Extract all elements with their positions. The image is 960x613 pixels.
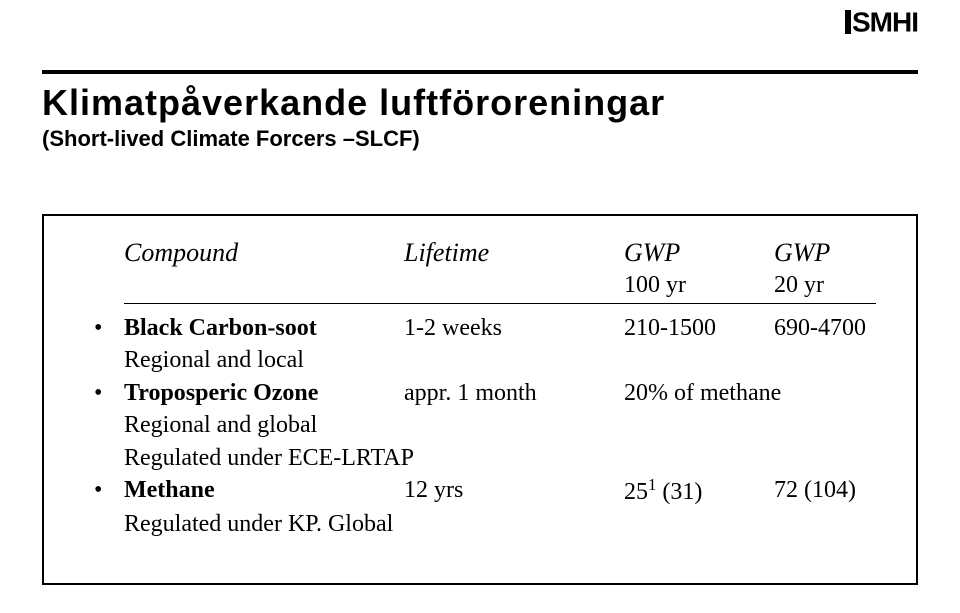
gwp100-value: 251 (31) xyxy=(624,474,774,508)
header-lifetime: Lifetime xyxy=(404,238,624,268)
gwp100-pre: 25 xyxy=(624,479,648,505)
table-row: • Methane 12 yrs 251 (31) 72 (104) xyxy=(74,474,886,508)
data-table: Compound Lifetime GWP GWP 100 yr 20 yr •… xyxy=(42,214,918,585)
lifetime-value: 1-2 weeks xyxy=(404,312,624,344)
compound-name: Troposperic Ozone xyxy=(124,377,404,409)
logo-text: SMHI xyxy=(852,7,918,38)
gwp100-value: 210-1500 xyxy=(624,312,774,344)
header-compound: Compound xyxy=(124,238,404,268)
lifetime-value: 12 yrs xyxy=(404,474,624,506)
title-rule xyxy=(42,70,918,74)
subheader-100yr: 100 yr xyxy=(624,272,774,299)
table-row: • Black Carbon-soot 1-2 weeks 210-1500 6… xyxy=(74,312,886,344)
bullet-icon: • xyxy=(94,474,124,506)
row-note: Regional and global xyxy=(74,409,886,441)
bullet-icon: • xyxy=(94,312,124,344)
gwp100-post: (31) xyxy=(656,479,702,505)
lifetime-value: appr. 1 month xyxy=(404,377,624,409)
gwp20-value: 690-4700 xyxy=(774,312,914,344)
compound-name: Black Carbon-soot xyxy=(124,312,404,344)
row-note: Regional and local xyxy=(74,344,886,376)
table-header: Compound Lifetime GWP GWP xyxy=(74,238,886,268)
bullet-icon: • xyxy=(94,377,124,409)
smhi-logo: SMHI xyxy=(845,10,918,34)
row-note: Regulated under KP. Global xyxy=(74,508,886,540)
header-gwp2: GWP xyxy=(774,238,914,268)
subheader-20yr: 20 yr xyxy=(774,272,914,299)
table-subheader: 100 yr 20 yr xyxy=(74,272,886,299)
gwp20-value: 72 (104) xyxy=(774,474,914,506)
compound-name: Methane xyxy=(124,474,404,506)
slide: SMHI Klimatpåverkande luftföroreningar (… xyxy=(0,0,960,613)
page-subtitle: (Short-lived Climate Forcers –SLCF) xyxy=(42,126,918,152)
header-gwp: GWP xyxy=(624,238,774,268)
gwp-combined-value: 20% of methane xyxy=(624,377,914,409)
table-row: • Troposperic Ozone appr. 1 month 20% of… xyxy=(74,377,886,409)
row-note: Regulated under ECE-LRTAP xyxy=(74,442,886,474)
table-divider xyxy=(124,303,876,304)
page-title: Klimatpåverkande luftföroreningar xyxy=(42,82,918,124)
